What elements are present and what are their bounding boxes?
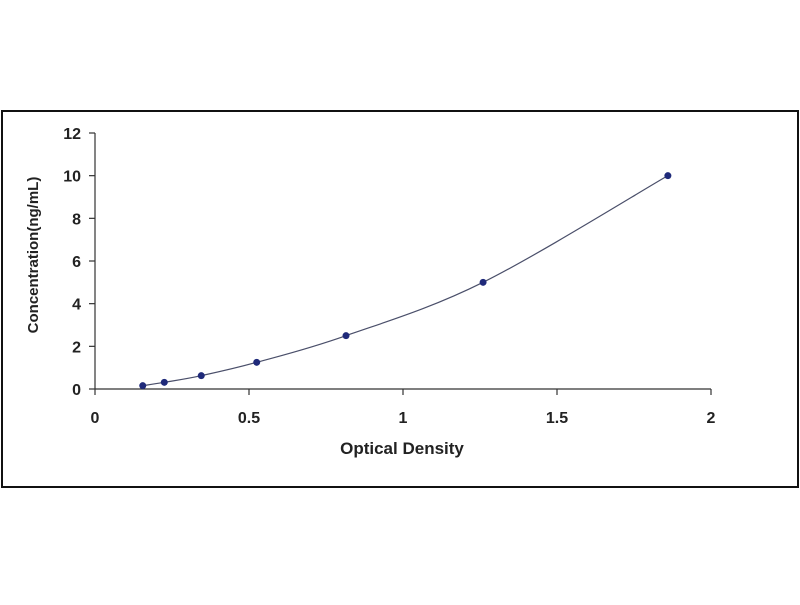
x-axis-title: Optical Density xyxy=(340,439,464,458)
data-point xyxy=(479,278,487,286)
y-tick-label: 4 xyxy=(72,297,81,314)
data-point xyxy=(342,332,350,340)
x-tick-label: 2 xyxy=(707,410,716,427)
x-tick-label: 1 xyxy=(399,410,408,427)
data-point xyxy=(664,172,672,180)
data-point xyxy=(253,358,261,366)
y-tick-label: 8 xyxy=(72,211,81,228)
data-point xyxy=(160,378,168,386)
data-point xyxy=(139,382,147,390)
fit-curve xyxy=(142,175,669,387)
y-axis: 0 2 4 6 8 10 12 xyxy=(63,126,96,399)
data-points xyxy=(139,172,672,390)
x-tick-label: 1.5 xyxy=(546,410,568,427)
y-tick-label: 12 xyxy=(63,126,81,143)
chart-border xyxy=(1,110,799,488)
x-axis: 0 0.5 1 1.5 2 xyxy=(91,388,716,427)
data-point xyxy=(197,372,205,380)
y-axis-title: Concentration(ng/mL) xyxy=(25,177,42,334)
y-tick-label: 6 xyxy=(72,254,81,271)
x-tick-label: 0 xyxy=(91,410,100,427)
y-tick-label: 0 xyxy=(72,382,81,399)
y-tick-label: 10 xyxy=(63,169,81,186)
x-tick-label: 0.5 xyxy=(238,410,260,427)
y-tick-label: 2 xyxy=(72,339,81,356)
